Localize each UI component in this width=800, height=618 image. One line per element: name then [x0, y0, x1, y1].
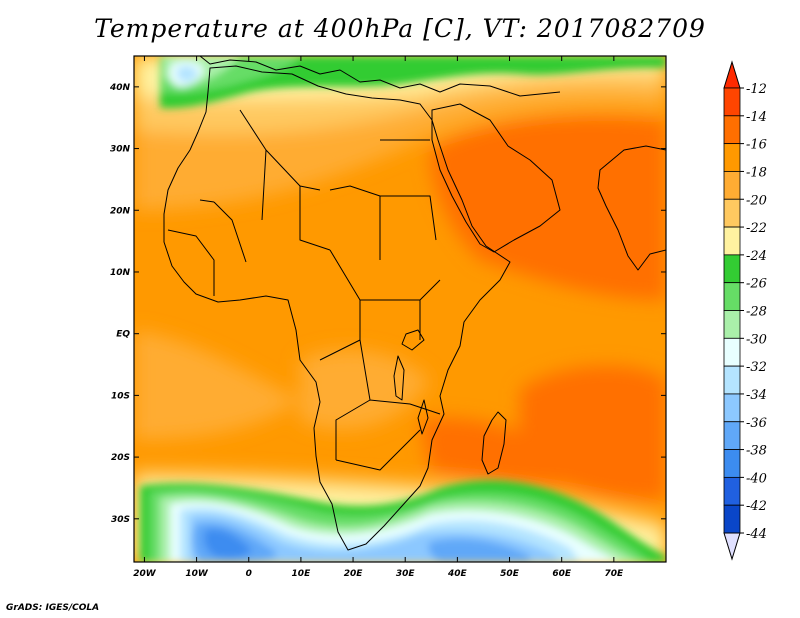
lat-tick-label: 20N	[110, 206, 131, 216]
map-title: Temperature at 400hPa [C], VT: 201708270…	[94, 14, 706, 43]
colorbar-swatch	[723, 254, 741, 284]
colorbar-level-label: -28	[746, 305, 767, 320]
arabia-coastline	[431, 103, 561, 253]
lat-tick-label: 40N	[109, 83, 131, 93]
lat-tick-label: 10S	[111, 391, 130, 401]
lon-tick-label: 10E	[292, 569, 312, 579]
colorbar-level-label: -40	[746, 471, 767, 486]
colorbar-swatch	[723, 171, 741, 200]
lat-tick-label: 30S	[111, 515, 130, 525]
lon-tick-label: 50E	[500, 569, 520, 579]
colorbar-level-label: -30	[746, 332, 767, 347]
country-borders	[167, 109, 441, 471]
lat-tick-label: 20S	[111, 453, 130, 463]
colorbar-swatch	[723, 143, 741, 172]
colorbar-top-cap	[723, 60, 741, 89]
warm-band-southern-africa	[420, 418, 600, 485]
europe-coastline	[199, 56, 561, 97]
madagascar-coastline	[481, 411, 507, 475]
lake-tanganyika	[393, 355, 405, 401]
colorbar-level-label: -26	[746, 277, 767, 292]
warm-core-sw-asia	[430, 116, 666, 300]
colorbar-level-label: -18	[746, 165, 767, 180]
axis-ticks: 20W 10W 0 10E 20E 30E 40E 50E 60E 70E 40N 30N 20N 10N…	[109, 56, 666, 579]
colorbar-level-label: -44	[746, 527, 767, 542]
green-north-med	[160, 56, 666, 109]
lon-tick-label: 0	[246, 569, 252, 579]
temperature-field	[134, 56, 666, 562]
mild-band-west	[134, 330, 300, 440]
plot-frame	[133, 55, 667, 563]
lon-tick-label: 20W	[133, 569, 157, 579]
lake-malawi	[417, 399, 429, 435]
colorbar-swatch	[723, 504, 741, 534]
mild-band-congo	[300, 349, 430, 430]
colorbar-level-label: -20	[746, 193, 767, 208]
colorbar-swatch	[723, 310, 741, 339]
colorbar-swatch	[723, 337, 741, 367]
lon-tick-label: 20E	[344, 569, 364, 579]
deepblue-south-2	[428, 538, 530, 562]
colorbar: -12 -14 -16 -18 -20 -22 -24 -26 -28 -30 -32 -34 -36 -…	[723, 60, 767, 561]
colorbar-swatch	[723, 226, 741, 256]
colorbar-level-label: -22	[746, 221, 767, 236]
colorbar-swatch	[723, 87, 741, 117]
colorbar-swatch	[723, 393, 741, 423]
colorbar-level-label: -42	[746, 499, 767, 514]
colorbar-level-label: -32	[746, 360, 767, 375]
colorbar-swatch	[723, 365, 741, 395]
colorbar-swatch	[723, 449, 741, 478]
colorbar-swatch	[723, 115, 741, 145]
colorbar-swatch	[723, 198, 741, 228]
grads-credit: GrADS: IGES/COLA	[6, 603, 100, 613]
colorbar-swatch	[723, 421, 741, 450]
lat-tick-label: 10N	[110, 268, 131, 278]
colorbar-level-label: -38	[746, 444, 767, 459]
colorbar-bottom-cap	[723, 532, 741, 561]
lon-tick-label: 30E	[396, 569, 416, 579]
colorbar-level-label: -36	[746, 416, 767, 431]
colorbar-swatch	[723, 476, 741, 506]
lon-tick-label: 60E	[552, 569, 572, 579]
lat-tick-label: EQ	[116, 330, 130, 340]
colorbar-level-label: -24	[746, 249, 767, 264]
lon-tick-label: 40E	[447, 569, 468, 579]
colorbar-swatch	[723, 282, 741, 311]
blue-spot-north	[176, 66, 198, 82]
colorbar-level-label: -34	[746, 388, 767, 403]
lake-victoria	[401, 329, 425, 351]
colorbar-level-label: -14	[746, 110, 767, 125]
colorbar-level-label: -16	[746, 138, 767, 153]
lon-tick-label: 10W	[185, 569, 209, 579]
lon-tick-label: 70E	[604, 569, 624, 579]
deepblue-south-3	[204, 529, 252, 558]
colorbar-level-label: -12	[746, 82, 767, 97]
lat-tick-label: 30N	[110, 145, 131, 155]
coastlines-and-borders	[163, 56, 666, 551]
india-coastline	[597, 145, 666, 271]
